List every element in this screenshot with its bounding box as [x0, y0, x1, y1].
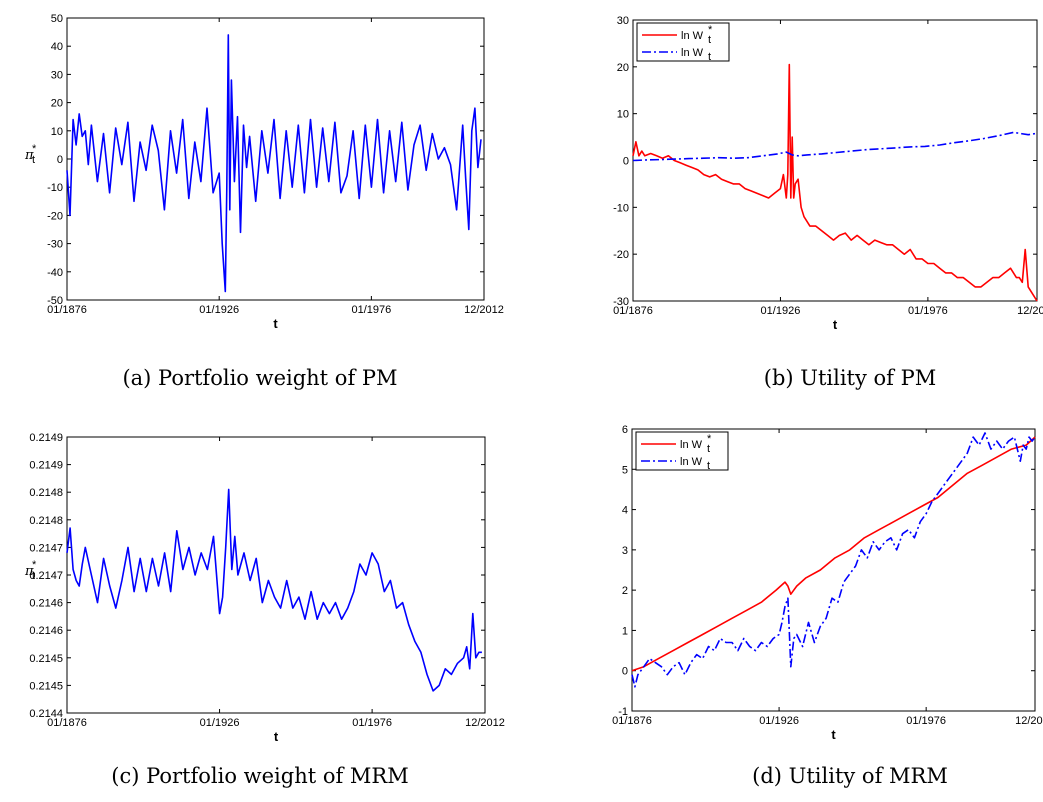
legend-label-2: ln W — [681, 47, 704, 59]
y-tick-label: -20 — [47, 210, 63, 222]
y-tick-label: 0.2149 — [29, 432, 63, 444]
caption-b: (b) Utility of PM — [763, 366, 937, 390]
legend-label-sub-2: t — [708, 51, 711, 63]
y-tick-label: -10 — [613, 202, 629, 214]
y-axis-label-sub: t — [32, 154, 35, 166]
x-tick-label: 01/1926 — [199, 304, 239, 316]
x-tick-label: 12/2012 — [1017, 305, 1043, 317]
caption-a: (a) Portfolio weight of PM — [122, 366, 398, 390]
y-tick-label: 3 — [622, 545, 628, 557]
x-tick-label: 01/1876 — [612, 715, 652, 727]
chart-portfolio-weight-mrm: 0.2144 0.2145 0.2145 0.2146 0.2146 0.2147 0.21… — [24, 432, 505, 744]
y-tick-label: 50 — [51, 13, 63, 25]
legend-label-1: ln W — [681, 30, 704, 42]
legend-label-sup-1: * — [707, 433, 712, 445]
x-axis-label: t — [831, 727, 836, 742]
legend-label-sub-1: t — [707, 443, 710, 455]
y-axis-label-sup: * — [32, 143, 37, 155]
legend-label-1: ln W — [680, 439, 703, 451]
y-tick-label: -30 — [47, 239, 63, 251]
y-tick-label: -30 — [613, 296, 629, 308]
chart-utility-pm: -30 -20 -10 0 10 20 30 01/1876 01/1926 01/1976 12/… — [613, 15, 1043, 332]
plot-area — [66, 436, 486, 714]
y-tick-label: 5 — [622, 464, 628, 476]
series-line-1 — [66, 34, 482, 293]
y-tick-label: 30 — [617, 15, 629, 27]
y-tick-label: 0.2149 — [29, 460, 63, 472]
plot-area — [66, 17, 485, 301]
y-tick-label: 0.2146 — [29, 598, 63, 610]
x-tick-label: 01/1976 — [351, 304, 391, 316]
y-tick-label: -10 — [47, 182, 63, 194]
y-tick-label: 1 — [622, 625, 628, 637]
y-tick-label: 2 — [622, 585, 628, 597]
panel-d: -1012345601/187601/192601/197612/2012tln… — [520, 400, 1043, 802]
series-line-1 — [632, 63, 1038, 302]
legend-box — [635, 431, 729, 471]
panel-b: -30 -20 -10 0 10 20 30 01/1876 01/1926 01/1976 12/… — [520, 0, 1043, 400]
y-tick-label: -40 — [47, 267, 63, 279]
x-tick-label: 12/2012 — [465, 717, 505, 729]
y-tick-label: 0 — [623, 156, 629, 168]
y-tick-label: 6 — [622, 424, 628, 436]
y-tick-label: 0.2147 — [29, 570, 63, 582]
y-tick-label: 40 — [51, 41, 63, 53]
y-axis-label-sub: t — [32, 570, 35, 582]
plot-area — [632, 19, 1038, 302]
plot-area — [631, 428, 1036, 712]
y-tick-label: 0.2148 — [29, 487, 63, 499]
y-tick-label: 0 — [622, 666, 628, 678]
x-tick-label: 01/1876 — [613, 305, 653, 317]
y-tick-label: 10 — [51, 126, 63, 138]
y-axis-label: π — [24, 148, 34, 163]
x-tick-label: 01/1976 — [908, 305, 948, 317]
x-tick-label: 01/1926 — [761, 305, 801, 317]
panel-a: -50 -40 -30 -20 -10 0 10 20 30 40 50 01/1876 01/1926… — [0, 0, 520, 400]
x-axis-label: t — [274, 729, 279, 744]
series-line-2 — [631, 432, 1036, 688]
y-tick-label: -20 — [613, 249, 629, 261]
series-line-1 — [631, 436, 1036, 672]
y-tick-label: -1 — [618, 706, 628, 718]
x-tick-label: 01/1976 — [352, 717, 392, 729]
y-tick-label: 0.2145 — [29, 653, 63, 665]
legend-box — [636, 22, 730, 62]
y-tick-label: 30 — [51, 69, 63, 81]
x-tick-label: 01/1976 — [906, 715, 946, 727]
x-axis-label: t — [833, 317, 838, 332]
y-tick-label: 0.2145 — [29, 680, 63, 692]
y-axis-label-sup: * — [32, 559, 37, 571]
y-tick-label: 0.2146 — [29, 625, 63, 637]
y-tick-label: 0.2147 — [29, 542, 63, 554]
caption-c: (c) Portfolio weight of MRM — [111, 764, 409, 788]
legend-label-sup-1: * — [708, 24, 713, 36]
panel-c: 0.2144 0.2145 0.2145 0.2146 0.2146 0.2147 0.21… — [0, 400, 520, 802]
y-tick-label: 20 — [617, 62, 629, 74]
x-tick-label: 01/1876 — [47, 304, 87, 316]
legend-label-sub-2: t — [707, 460, 710, 472]
x-tick-label: 01/1876 — [47, 717, 87, 729]
series-line-1 — [66, 488, 482, 692]
y-tick-label: 10 — [617, 109, 629, 121]
caption-d: (d) Utility of MRM — [752, 764, 948, 788]
y-tick-label: 0.2144 — [29, 708, 63, 720]
legend-label-2: ln W — [680, 456, 703, 468]
x-tick-label: 12/2012 — [464, 304, 504, 316]
y-tick-label: 0 — [57, 154, 63, 166]
y-tick-label: -50 — [47, 295, 63, 307]
chart-portfolio-weight-pm: -50 -40 -30 -20 -10 0 10 20 30 40 50 01/1876 01/1926… — [24, 13, 504, 331]
y-axis-label: π — [24, 564, 34, 579]
y-tick-label: 4 — [622, 505, 628, 517]
legend-label-sub-1: t — [708, 34, 711, 46]
y-tick-label: 0.2148 — [29, 515, 63, 527]
chart-utility-mrm: -1012345601/187601/192601/197612/2012tln… — [612, 424, 1043, 742]
x-axis-label: t — [273, 316, 278, 331]
x-tick-label: 01/1926 — [759, 715, 799, 727]
y-tick-label: 20 — [51, 98, 63, 110]
x-tick-label: 12/2012 — [1015, 715, 1043, 727]
series-line-2 — [632, 131, 1038, 162]
x-tick-label: 01/1926 — [200, 717, 240, 729]
